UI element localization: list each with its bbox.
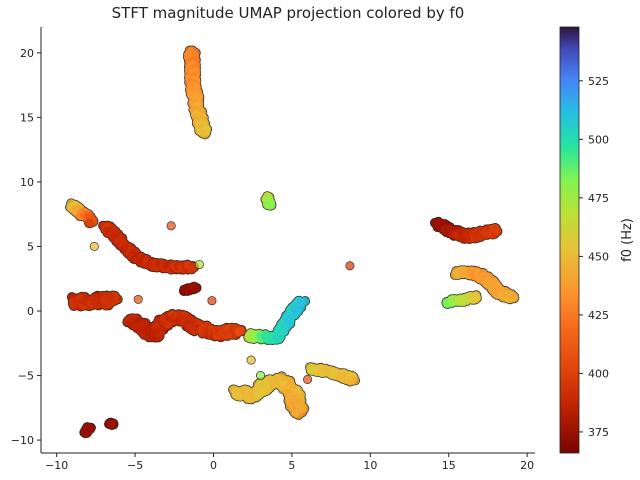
cluster-left-diagonal	[98, 220, 200, 275]
x-ticks: −10 −5 0 5 10 15 20	[45, 453, 534, 472]
colorbar-tick-label: 450	[588, 250, 609, 263]
cluster-center-left-blob	[122, 308, 247, 343]
data-point	[471, 293, 481, 302]
colorbar-tick-label: 375	[588, 426, 609, 439]
y-tick-label: −5	[18, 370, 34, 383]
outlier-point	[345, 261, 355, 271]
y-tick-label: 20	[20, 47, 34, 60]
data-point	[86, 423, 96, 433]
cluster-points	[179, 282, 201, 296]
outlier-point	[207, 296, 217, 306]
cluster-top-streak	[183, 45, 213, 140]
y-ticks: −10 −5 0 5 10 15 20	[11, 47, 41, 447]
cluster-points	[305, 362, 360, 386]
outlier-point	[166, 221, 176, 231]
cluster-green-dot-cluster	[260, 191, 277, 211]
data-point	[236, 326, 245, 335]
data-point	[296, 297, 306, 306]
x-tick-label: −10	[45, 459, 68, 472]
plot-area	[65, 45, 520, 439]
y-tick-label: 5	[27, 240, 34, 253]
cluster-bottom-left-dark-2	[104, 417, 119, 430]
data-point	[84, 218, 94, 228]
cluster-points	[228, 372, 309, 420]
data-point	[507, 291, 516, 300]
cluster-points	[442, 290, 482, 309]
x-tick-label: 10	[363, 459, 377, 472]
colorbar: 375 400 425 450 475 500 525 f0 (Hz)	[559, 26, 635, 454]
data-point	[187, 265, 197, 274]
data-point	[291, 409, 300, 418]
axes-frame	[40, 27, 535, 454]
cluster-bottom-left-dark	[79, 422, 96, 439]
cluster-lower-right-yellow	[305, 362, 360, 387]
cluster-points	[104, 418, 118, 430]
outlier-point	[133, 294, 143, 304]
cluster-upper-left-tail	[65, 198, 99, 229]
x-tick-label: 5	[288, 459, 295, 472]
y-tick-label: −10	[11, 434, 34, 447]
cluster-points	[450, 265, 519, 304]
cluster-right-yellow	[449, 265, 520, 305]
outlier-point	[303, 374, 313, 384]
data-point	[350, 376, 360, 385]
data-point	[266, 199, 276, 208]
cluster-points	[261, 191, 276, 210]
cluster-points	[98, 221, 199, 274]
cluster-points	[80, 422, 96, 438]
cluster-lower-yellow	[228, 371, 310, 420]
cluster-points	[244, 296, 310, 345]
data-point	[113, 295, 122, 304]
cluster-cyan-arm	[243, 295, 311, 346]
outlier-point	[89, 241, 99, 252]
y-tick-label: 0	[27, 305, 34, 318]
cluster-left-blob	[66, 290, 123, 312]
x-tick-label: 15	[442, 459, 456, 472]
cluster-points	[67, 291, 122, 311]
cluster-points	[65, 199, 98, 228]
data-point	[107, 419, 117, 429]
colorbar-ticks: 375 400 425 450 475 500 525	[579, 75, 609, 439]
data-point	[71, 297, 81, 307]
colorbar-tick-label: 500	[588, 133, 609, 146]
x-tick-label: 0	[210, 459, 217, 472]
cluster-points	[183, 46, 212, 139]
cluster-right-top-red	[430, 216, 503, 245]
data-point	[488, 224, 498, 233]
cluster-points	[430, 217, 502, 244]
outlier-point	[246, 355, 256, 365]
cluster-layer	[65, 45, 520, 439]
colorbar-tick-label: 525	[588, 75, 609, 88]
colorbar-tick-label: 400	[588, 367, 609, 380]
colorbar-tick-label: 425	[588, 309, 609, 322]
chart-title: STFT magnitude UMAP projection colored b…	[112, 4, 465, 22]
x-tick-label: 20	[520, 459, 534, 472]
colorbar-tick-label: 475	[588, 192, 609, 205]
outlier-point	[194, 259, 204, 270]
data-point	[104, 299, 114, 308]
data-point	[192, 283, 201, 293]
x-tick-label: −5	[127, 459, 143, 472]
colorbar-label: f0 (Hz)	[620, 218, 635, 262]
cluster-right-cyan-tail	[441, 290, 482, 310]
data-point	[198, 128, 207, 138]
outlier-layer	[89, 221, 355, 384]
colorbar-bar	[559, 26, 580, 454]
cluster-points	[123, 309, 246, 342]
cluster-small-dark-center	[178, 281, 202, 297]
y-tick-label: 15	[20, 111, 34, 124]
outlier-point	[256, 370, 266, 381]
y-tick-label: 10	[20, 176, 34, 189]
